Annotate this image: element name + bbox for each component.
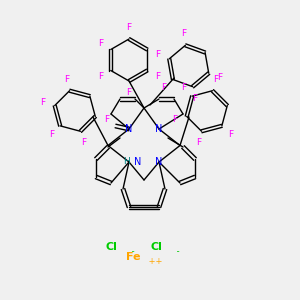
Text: F: F [181, 83, 186, 92]
Text: F: F [192, 94, 197, 103]
Text: Cl: Cl [150, 242, 162, 253]
Text: F: F [49, 130, 54, 139]
Text: ++: ++ [146, 256, 162, 266]
Text: -: - [174, 248, 180, 256]
Text: F: F [155, 72, 160, 81]
Text: F: F [126, 88, 132, 98]
Text: F: F [161, 83, 166, 92]
Text: N: N [125, 124, 133, 134]
Text: N: N [155, 124, 163, 134]
Text: F: F [172, 115, 178, 124]
Text: H: H [123, 158, 129, 166]
Text: F: F [126, 22, 132, 32]
Text: F: F [81, 138, 86, 147]
Text: Cl: Cl [105, 242, 117, 253]
Text: F: F [213, 75, 218, 84]
Text: N: N [155, 157, 163, 167]
Text: F: F [40, 98, 46, 107]
Text: F: F [104, 115, 110, 124]
Text: F: F [155, 50, 160, 59]
Text: N: N [134, 157, 142, 167]
Text: F: F [98, 72, 103, 81]
Text: F: F [228, 130, 233, 139]
Text: F: F [218, 73, 223, 82]
Text: F: F [64, 75, 69, 84]
Text: F: F [181, 29, 186, 38]
Text: F: F [98, 39, 103, 48]
Text: F: F [196, 138, 201, 147]
Text: -: - [129, 248, 135, 256]
Text: Fe: Fe [126, 251, 141, 262]
